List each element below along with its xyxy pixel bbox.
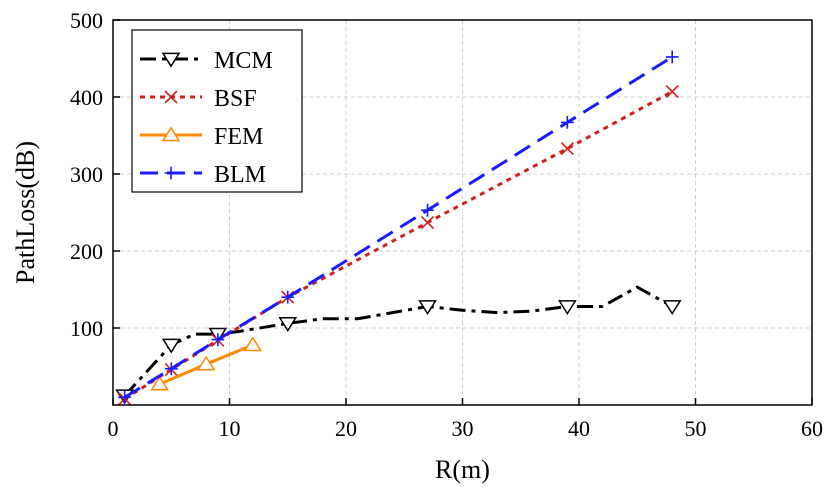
y-tick-label: 300 bbox=[70, 162, 103, 187]
legend-label-blm: BLM bbox=[214, 162, 266, 188]
x-marker bbox=[164, 90, 178, 104]
triangle-up-marker bbox=[161, 126, 181, 142]
series-line-mcm bbox=[123, 285, 673, 397]
legend-label-fem: FEM bbox=[214, 124, 263, 150]
x-tick-label: 0 bbox=[108, 416, 119, 441]
triangle-down-marker bbox=[662, 300, 682, 316]
triangle-down-marker bbox=[557, 300, 577, 316]
series-fem bbox=[150, 336, 263, 391]
y-tick-label: 200 bbox=[70, 239, 103, 264]
triangle-down-marker bbox=[418, 300, 437, 316]
triangle-up-marker bbox=[150, 375, 169, 391]
legend-label-mcm: MCM bbox=[214, 48, 273, 74]
y-axis-title: PathLoss(dB) bbox=[11, 141, 40, 284]
series-blm bbox=[118, 50, 679, 404]
y-tick-label: 400 bbox=[70, 85, 103, 110]
plus-marker bbox=[560, 116, 574, 129]
plus-marker bbox=[665, 50, 679, 64]
axis-ticks: 0 10 20 30 40 50 60 100 200 300 400 500 bbox=[70, 8, 823, 441]
triangle-down-marker bbox=[161, 52, 181, 68]
y-tick-label: 100 bbox=[70, 316, 103, 341]
grid bbox=[113, 20, 812, 405]
x-tick-label: 40 bbox=[568, 416, 590, 441]
triangle-up-marker bbox=[196, 355, 216, 371]
x-marker bbox=[665, 85, 679, 99]
series-mcm bbox=[115, 285, 682, 405]
y-tick-label: 500 bbox=[70, 8, 103, 33]
plus-marker bbox=[118, 390, 132, 404]
plus-marker bbox=[421, 203, 434, 217]
x-tick-label: 20 bbox=[335, 416, 357, 441]
x-tick-label: 60 bbox=[801, 416, 823, 441]
series-layer bbox=[115, 50, 682, 406]
x-axis-title: R(m) bbox=[435, 455, 490, 484]
triangle-down-marker bbox=[161, 338, 181, 354]
x-tick-label: 10 bbox=[219, 416, 241, 441]
triangle-up-marker bbox=[243, 336, 263, 352]
plus-marker bbox=[211, 333, 225, 346]
x-tick-label: 30 bbox=[452, 416, 474, 441]
plus-marker bbox=[281, 290, 295, 304]
legend-label-bsf: BSF bbox=[214, 86, 257, 112]
x-marker bbox=[420, 215, 435, 230]
x-tick-label: 50 bbox=[685, 416, 707, 441]
plus-marker bbox=[164, 362, 178, 376]
legend-box bbox=[131, 29, 303, 193]
plus-marker bbox=[164, 166, 178, 180]
x-marker bbox=[560, 142, 574, 156]
triangle-down-marker bbox=[278, 317, 298, 332]
legend: MCM BSF FEM BLM bbox=[131, 29, 303, 193]
